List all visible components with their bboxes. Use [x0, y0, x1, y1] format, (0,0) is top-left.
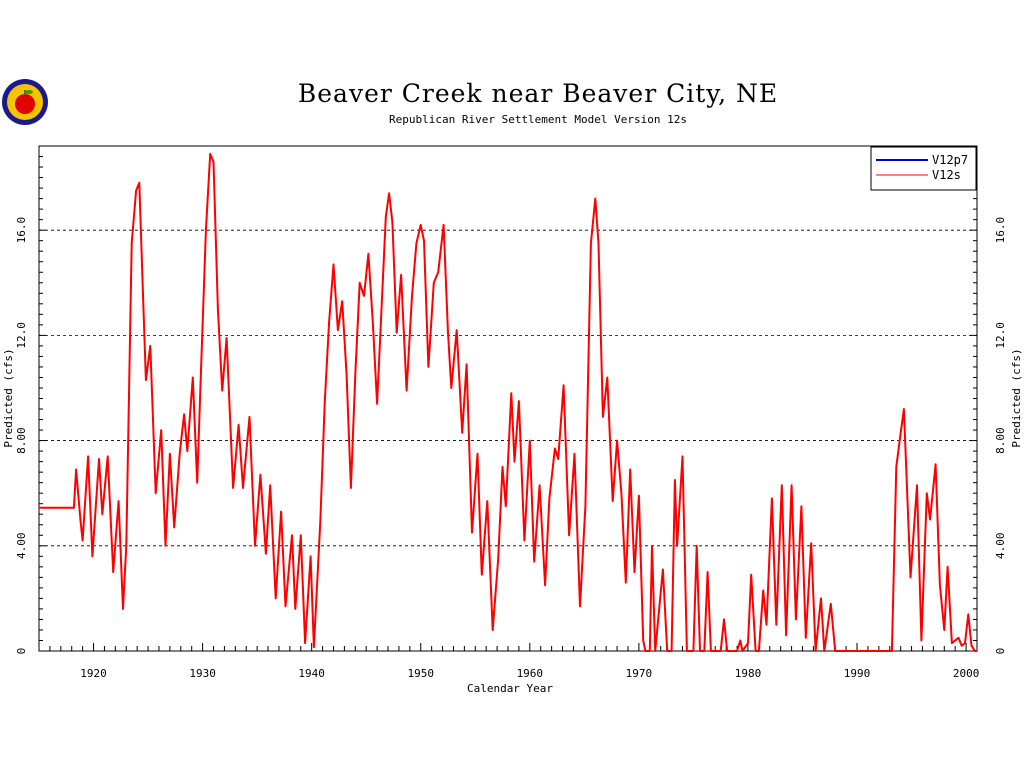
y-tick-label: 8.00 [15, 427, 28, 454]
y-tick-label: 0 [15, 648, 28, 655]
y-tick-label-right: 8.00 [994, 427, 1007, 454]
legend-label-v12p7: V12p7 [932, 153, 968, 167]
y-tick-label: 4.00 [15, 533, 28, 560]
grid-lines [39, 229, 977, 547]
legend-box [870, 146, 977, 191]
x-tick-label: 1950 [407, 667, 434, 680]
y-tick-label-right: 4.00 [994, 533, 1007, 560]
x-tick-label: 1930 [189, 667, 216, 680]
x-tick-label: 1990 [844, 667, 871, 680]
y-tick-label: 16.0 [15, 217, 28, 244]
x-tick-label: 1980 [735, 667, 762, 680]
y-tick-label: 12.0 [15, 322, 28, 349]
chart-title: Beaver Creek near Beaver City, NE [298, 79, 778, 108]
y-axis-label-right: Predicted (cfs) [1010, 348, 1023, 447]
x-tick-label: 1970 [626, 667, 653, 680]
plot-frame [38, 145, 978, 652]
series-line-v12s [39, 152, 977, 652]
x-tick-label: 1940 [298, 667, 325, 680]
x-tick-label: 1960 [517, 667, 544, 680]
y-axis-label: Predicted (cfs) [2, 348, 15, 447]
logo-icon [2, 79, 48, 125]
chart-subtitle: Republican River Settlement Model Versio… [389, 113, 687, 126]
series-layer [39, 152, 977, 652]
legend: V12p7 V12s [870, 146, 977, 191]
x-tick-label: 1920 [80, 667, 107, 680]
x-axis-label: Calendar Year [467, 682, 553, 695]
x-axis: 1920 1930 1940 1950 1960 1970 1980 1990 2000 [38, 643, 980, 680]
legend-label-v12s: V12s [932, 168, 961, 182]
y-tick-label-right: 12.0 [994, 322, 1007, 349]
y-tick-label-right: 16.0 [994, 217, 1007, 244]
y-tick-label-right: 0 [994, 648, 1007, 655]
x-tick-label: 2000 [953, 667, 980, 680]
y-axis: 0 0 4.00 4.00 8.00 8.00 12.0 12.0 16.0 16.0 [15, 145, 1007, 655]
